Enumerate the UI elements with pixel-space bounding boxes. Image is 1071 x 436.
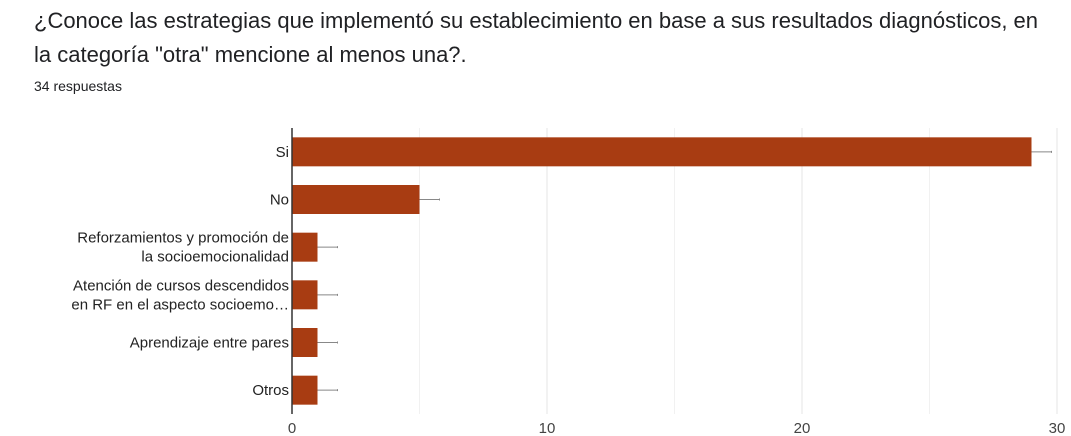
category-label: Reforzamientos y promoción de <box>77 230 289 247</box>
bar <box>292 328 318 357</box>
category-label: en RF en el aspecto socioemo… <box>71 296 289 313</box>
category-label: la socioemocionalidad <box>141 249 289 266</box>
bar <box>292 185 420 214</box>
category-label: Otros <box>252 382 289 399</box>
response-count: 34 respuestas <box>34 78 122 94</box>
category-label: No <box>270 192 289 209</box>
category-label: Atención de cursos descendidos <box>73 277 289 294</box>
x-tick-label: 0 <box>288 420 296 436</box>
bar <box>292 375 318 405</box>
bar <box>292 137 1032 167</box>
question-title: ¿Conoce las estrategias que implementó s… <box>34 8 1039 67</box>
x-tick-label: 20 <box>794 420 811 436</box>
category-label: Si <box>276 144 289 161</box>
x-tick-label: 10 <box>539 420 556 436</box>
bar <box>292 280 318 310</box>
bar <box>292 232 318 262</box>
category-label: Aprendizaje entre pares <box>130 335 289 352</box>
x-tick-label: 30 <box>1049 420 1066 436</box>
